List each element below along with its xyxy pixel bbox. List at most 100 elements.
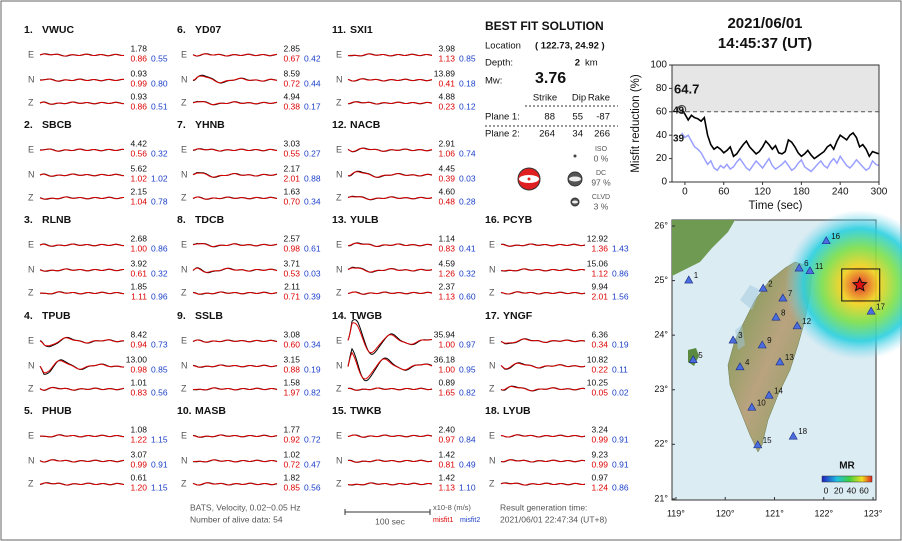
x-tick-label: 120°: [716, 508, 735, 518]
y-axis-label: Misfit reduction (%): [630, 74, 642, 173]
misfit1: 1.36: [591, 243, 608, 253]
amplitude: 4.42: [130, 138, 147, 148]
station-marker: [821, 236, 831, 245]
y-tick-label: 22°: [654, 439, 668, 449]
amplitude: 0.89: [438, 377, 455, 387]
misfit1: 1.24: [591, 482, 608, 492]
waveform: [192, 172, 277, 178]
x-tick-label: 180: [793, 187, 810, 198]
x-tick-label: 121°: [765, 508, 784, 518]
station-number: 14.: [332, 310, 347, 322]
misfit2: 0.91: [612, 459, 629, 469]
station-marker: [771, 312, 781, 321]
waveform: [40, 148, 125, 152]
waveform: [39, 173, 125, 177]
waveform: [347, 291, 433, 295]
amplitude: 8.42: [130, 329, 147, 339]
misfit1: 1.02: [130, 173, 147, 183]
waveform: [192, 148, 277, 152]
amplitude: 3.08: [283, 329, 300, 339]
misfit1: 0.56: [130, 148, 147, 158]
amplitude: 1.82: [283, 472, 300, 482]
station-name: PHUB: [42, 405, 72, 417]
waveform: [39, 53, 125, 57]
station-number: 6.: [177, 24, 186, 36]
component-label: N: [181, 169, 188, 179]
waveform: [348, 171, 433, 178]
amplitude: 1.78: [130, 43, 147, 53]
station-marker-label: 15: [763, 436, 772, 445]
misfit1: 0.83: [130, 387, 147, 397]
table-header: Rake: [588, 93, 610, 104]
station-marker-label: 9: [767, 336, 772, 345]
station-number: 4.: [24, 310, 33, 322]
misfit1: 0.55: [283, 148, 300, 158]
colorbar: [821, 475, 873, 483]
misfit1: 0.85: [283, 482, 300, 492]
component-label: Z: [181, 192, 187, 202]
waveform: [347, 147, 433, 152]
misfit1: 0.99: [591, 434, 608, 444]
y-tick-label: 26°: [654, 220, 668, 230]
table-header: Dip: [572, 93, 586, 104]
misfit1: 1.97: [283, 387, 300, 397]
station-name: MASB: [195, 405, 226, 417]
misfit1: 0.61: [130, 268, 147, 278]
misfit1: 0.23: [438, 101, 455, 111]
y-tick-label: 0: [661, 177, 667, 188]
misfit2: 1.02: [151, 173, 168, 183]
mw: 3.76: [535, 70, 566, 87]
colorbar-title: MR: [839, 461, 855, 472]
component-label: N: [336, 455, 343, 465]
station-number: 12.: [332, 119, 347, 131]
station-number: 10.: [177, 405, 192, 417]
annotation: 49: [673, 106, 685, 117]
component-label: E: [28, 430, 34, 440]
component-label: N: [181, 264, 188, 274]
station-number: 17.: [485, 310, 500, 322]
table-header: Strike: [533, 93, 557, 104]
component-label: ISO: [595, 146, 608, 153]
amplitude: 2.68: [130, 233, 147, 243]
station-name: SXI1: [350, 24, 373, 36]
component-label: N: [489, 360, 496, 370]
misfit1: 1.26: [438, 268, 455, 278]
component-value: 3 %: [594, 201, 609, 211]
station-name: YULB: [350, 214, 379, 226]
misfit2: 1.43: [612, 243, 629, 253]
misfit1: 0.34: [591, 339, 608, 349]
y-tick-label: 21°: [654, 493, 668, 503]
y-tick-label: 23°: [654, 384, 668, 394]
component-label: CLVD: [592, 194, 610, 201]
waveform: [192, 434, 278, 438]
station-name: TDCB: [195, 214, 225, 226]
amplitude: 4.45: [438, 163, 455, 173]
annotation: 64.7: [674, 81, 699, 96]
component-label: N: [28, 169, 35, 179]
misfit2: 0.02: [612, 387, 629, 397]
component-label: N: [181, 455, 188, 465]
waveform: [347, 242, 433, 247]
amplitude: 2.11: [284, 281, 300, 291]
misfit-field: [784, 209, 902, 360]
station-marker-label: 6: [804, 259, 809, 268]
misfit2: 1.10: [459, 482, 476, 492]
x-tick-label: 240: [832, 187, 849, 198]
amplitude: 3.92: [130, 258, 147, 268]
waveform: [192, 101, 278, 106]
component-label: N: [336, 169, 343, 179]
amplitude: 4.60: [438, 186, 455, 196]
waveform: [39, 268, 124, 272]
misfit1: 1.13: [438, 482, 455, 492]
station-number: 16.: [485, 214, 500, 226]
waveform: [39, 101, 125, 105]
component-label: Z: [181, 97, 187, 107]
waveform: [192, 291, 278, 295]
waveform: [39, 337, 124, 347]
misfit1: 0.92: [283, 434, 300, 444]
waveform: [347, 322, 433, 354]
misfit2: 0.86: [612, 482, 629, 492]
station-marker-label: 2: [768, 279, 773, 288]
amplitude: 3.24: [591, 424, 608, 434]
y-tick-label: 40: [656, 130, 668, 141]
